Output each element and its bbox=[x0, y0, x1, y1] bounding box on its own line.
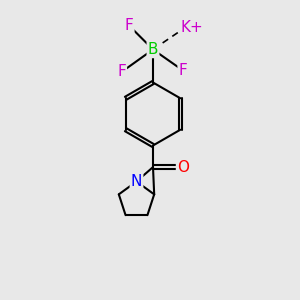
Text: O: O bbox=[177, 160, 189, 175]
Text: F: F bbox=[124, 18, 134, 33]
Text: B: B bbox=[148, 42, 158, 57]
Text: F: F bbox=[117, 64, 126, 80]
Text: F: F bbox=[178, 63, 188, 78]
Text: K+: K+ bbox=[181, 20, 203, 34]
Text: N: N bbox=[131, 174, 142, 189]
